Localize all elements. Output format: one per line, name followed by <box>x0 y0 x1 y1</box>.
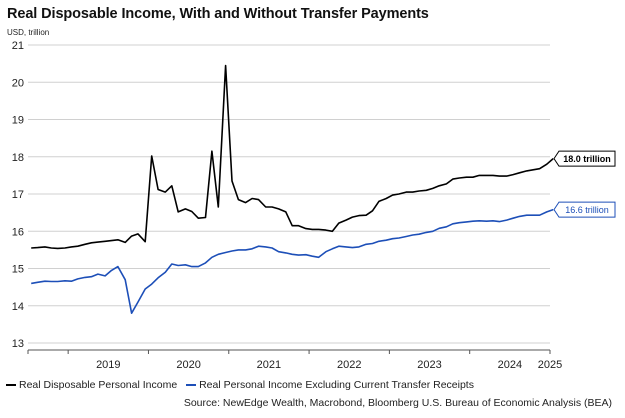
x-tick-label: 2023 <box>417 359 441 371</box>
x-tick-label: 2025 <box>538 359 562 371</box>
unit-label: USD, trillion <box>7 28 50 37</box>
y-tick-label: 14 <box>12 301 24 313</box>
end-labels: 18.0 trillion 16.6 trillion <box>553 150 616 218</box>
legend-label: Real Personal Income Excluding Current T… <box>199 379 474 391</box>
y-tick-label: 20 <box>12 77 24 89</box>
chart-title: Real Disposable Income, With and Without… <box>7 6 429 22</box>
end-label-frame <box>553 201 616 218</box>
series-line-excluding-transfers <box>31 208 554 314</box>
gridlines <box>28 44 550 344</box>
x-tick-label: 2020 <box>176 359 200 371</box>
end-label-text: 18.0 trillion <box>563 154 611 164</box>
y-tick-label: 16 <box>12 226 24 238</box>
legend-label: Real Disposable Personal Income <box>19 379 178 391</box>
series-lines <box>31 64 554 314</box>
y-axis-ticks: 13 14 15 16 17 18 19 20 21 <box>12 40 24 350</box>
y-tick-label: 13 <box>12 338 24 350</box>
y-tick-label: 18 <box>12 152 24 164</box>
source-note: Source: NewEdge Wealth, Macrobond, Bloom… <box>183 397 612 409</box>
series-line-disposable-income <box>31 64 554 250</box>
legend: Real Disposable Personal Income Real Per… <box>6 377 480 391</box>
y-tick-label: 19 <box>12 115 24 127</box>
x-tick-label: 2019 <box>96 359 120 371</box>
legend-item-excluding-transfers: Real Personal Income Excluding Current T… <box>186 379 474 391</box>
end-label-frame <box>553 150 616 167</box>
legend-item-disposable: Real Disposable Personal Income <box>6 379 177 391</box>
end-label-box: 16.6 trillion <box>553 201 616 218</box>
y-tick-label: 17 <box>12 189 24 201</box>
legend-swatch-blue <box>186 384 197 386</box>
x-tick-label: 2022 <box>337 359 361 371</box>
y-tick-label: 15 <box>12 264 24 276</box>
end-label-box: 18.0 trillion <box>553 150 616 167</box>
y-tick-label: 21 <box>12 40 24 52</box>
end-label-text: 16.6 trillion <box>565 205 609 215</box>
x-tick-label: 2024 <box>498 359 522 371</box>
legend-swatch-black <box>6 384 16 386</box>
x-tick-label: 2021 <box>257 359 281 371</box>
x-axis: 2019 2020 2021 2022 2023 2024 2025 <box>27 349 562 371</box>
